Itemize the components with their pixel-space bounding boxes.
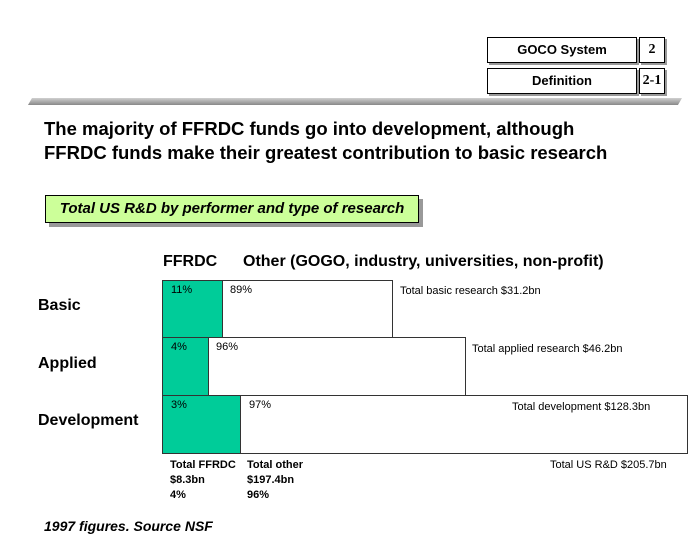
- bar-ffrdc-development: 3%: [162, 395, 241, 454]
- row-label-applied: Applied: [38, 355, 97, 372]
- footer-total: Total US R&D $205.7bn: [550, 459, 667, 471]
- bar-ffrdc-basic: 11%: [162, 280, 223, 338]
- source-note: 1997 figures. Source NSF: [44, 518, 213, 534]
- footer-other-share: 96%: [247, 489, 270, 501]
- chart-title: Total US R&D by performer and type of re…: [45, 195, 419, 223]
- column-header-other: Other (GOGO, industry, universities, non…: [243, 253, 604, 270]
- column-header-ffrdc: FFRDC: [163, 253, 218, 270]
- row-total-applied: Total applied research $46.2bn: [472, 343, 623, 355]
- page-tag: Definition: [487, 68, 637, 94]
- headline-line: FFRDC funds make their greatest contribu…: [44, 142, 608, 163]
- footer-ffrdc-amount: $8.3bn: [170, 474, 205, 486]
- divider: [27, 98, 683, 105]
- section-tag: GOCO System: [487, 37, 637, 63]
- bar-other-development: 97%: [240, 395, 688, 454]
- row-total-development: Total development $128.3bn: [512, 401, 651, 413]
- bar-other-basic: 89%: [221, 280, 393, 338]
- footer-other-label: Total other: [247, 459, 304, 471]
- bar-other-applied: 96%: [207, 337, 466, 396]
- footer-ffrdc: Total FFRDC $8.3bn 4%: [170, 458, 236, 503]
- page-number: 2-1: [639, 68, 665, 94]
- row-label-development: Development: [38, 412, 139, 429]
- section-number: 2: [639, 37, 665, 63]
- headline: The majority of FFRDC funds go into deve…: [44, 117, 607, 165]
- headline-line: The majority of FFRDC funds go into deve…: [44, 118, 575, 139]
- footer-other-amount: $197.4bn: [247, 474, 295, 486]
- footer-ffrdc-label: Total FFRDC: [170, 459, 236, 471]
- row-total-basic: Total basic research $31.2bn: [400, 285, 541, 297]
- row-label-basic: Basic: [38, 297, 81, 314]
- footer-ffrdc-share: 4%: [170, 489, 186, 501]
- footer-other: Total other $197.4bn 96%: [247, 458, 303, 503]
- bar-ffrdc-applied: 4%: [162, 337, 209, 396]
